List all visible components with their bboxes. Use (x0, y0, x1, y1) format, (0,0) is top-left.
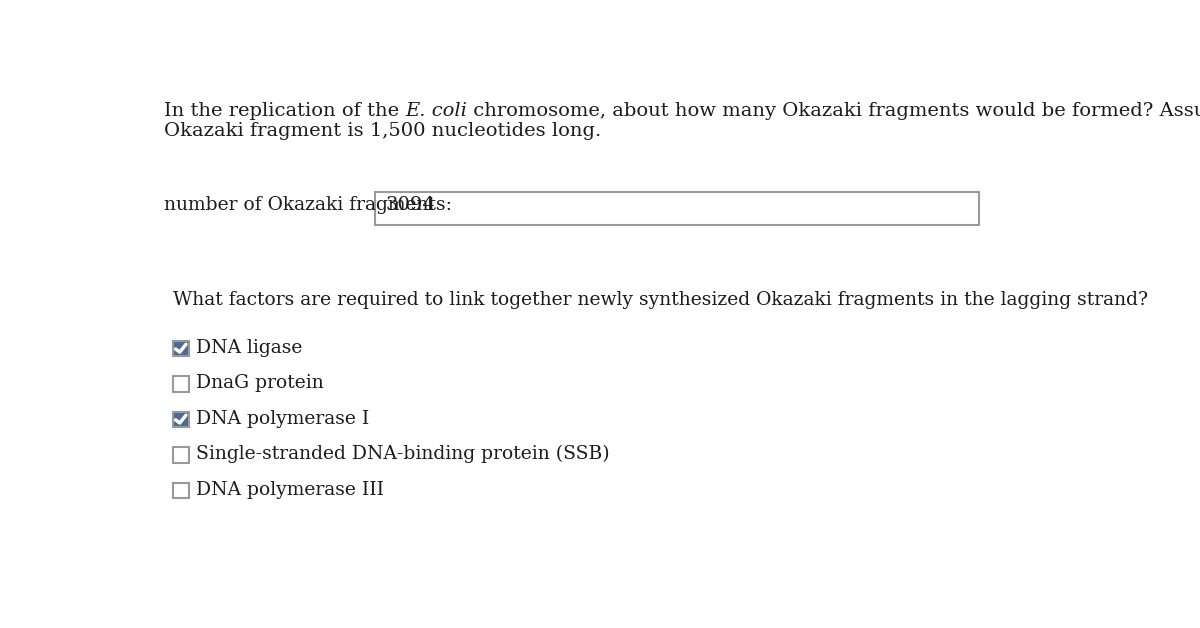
FancyBboxPatch shape (173, 483, 188, 498)
Text: DNA ligase: DNA ligase (197, 339, 302, 357)
Text: chromosome, about how many Okazaki fragments would be formed? Assume the average: chromosome, about how many Okazaki fragm… (467, 102, 1200, 120)
FancyBboxPatch shape (173, 376, 188, 392)
Text: In the replication of the: In the replication of the (164, 102, 406, 120)
Text: What factors are required to link together newly synthesized Okazaki fragments i: What factors are required to link togeth… (173, 291, 1148, 309)
FancyBboxPatch shape (173, 412, 188, 427)
Text: 3094: 3094 (385, 196, 436, 214)
FancyBboxPatch shape (173, 447, 188, 463)
Text: Okazaki fragment is 1,500 nucleotides long.: Okazaki fragment is 1,500 nucleotides lo… (164, 122, 601, 140)
Text: DnaG protein: DnaG protein (197, 374, 324, 392)
Text: number of Okazaki fragments:: number of Okazaki fragments: (164, 196, 452, 214)
FancyBboxPatch shape (374, 192, 979, 225)
Text: Single-stranded DNA-binding protein (SSB): Single-stranded DNA-binding protein (SSB… (197, 445, 610, 463)
Text: DNA polymerase III: DNA polymerase III (197, 480, 384, 499)
Text: DNA polymerase I: DNA polymerase I (197, 410, 370, 428)
FancyBboxPatch shape (173, 341, 188, 357)
Text: E. coli: E. coli (406, 102, 467, 120)
